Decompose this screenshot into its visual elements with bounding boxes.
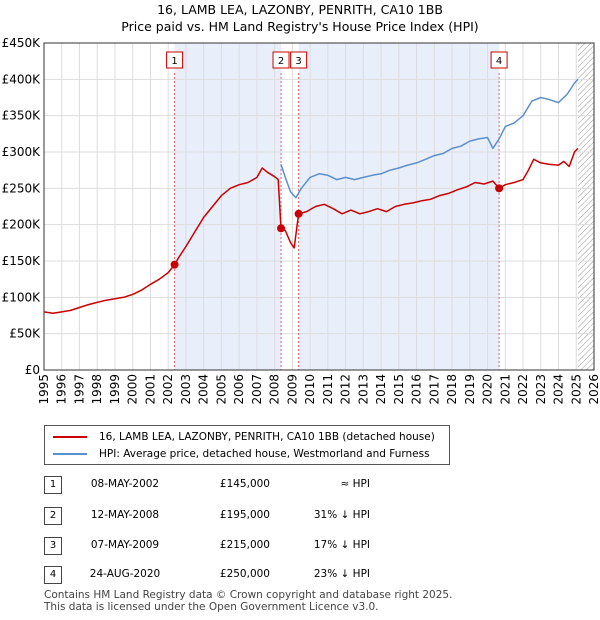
sale-marker-box <box>166 51 184 69</box>
y-tick-label: £150K <box>2 254 42 268</box>
x-tick-label: 1999 <box>108 374 122 405</box>
transaction-price: £215,000 <box>219 539 270 551</box>
legend-item-hpi: HPI: Average price, detached house, West… <box>53 446 430 462</box>
sale-marker-number: 3 <box>295 56 301 67</box>
x-tick-label: 2007 <box>250 374 264 405</box>
sale-marker-number: 1 <box>171 56 177 67</box>
x-tick-label: 2005 <box>214 374 228 405</box>
transaction-number-badge: 3 <box>44 537 62 555</box>
y-tick-label: £400K <box>2 72 42 86</box>
y-tick-label: £0 <box>25 363 40 377</box>
x-tick-label: 2024 <box>552 374 566 405</box>
transaction-hpi-relation: 17% ↓ HPI <box>313 539 370 551</box>
y-tick-label: £250K <box>2 181 42 195</box>
sale-point <box>170 260 179 269</box>
chart-title-address: 16, LAMB LEA, LAZONBY, PENRITH, CA10 1BB <box>157 2 443 17</box>
legend-swatch-red <box>53 436 87 438</box>
chart-title-subtitle: Price paid vs. HM Land Registry's House … <box>121 19 479 34</box>
x-tick-label: 2004 <box>197 374 211 405</box>
x-tick-label: 2025 <box>569 374 583 405</box>
transaction-hpi-relation: 31% ↓ HPI <box>313 509 370 521</box>
chart-legend: 16, LAMB LEA, LAZONBY, PENRITH, CA10 1BB… <box>44 425 450 465</box>
x-tick-label: 1998 <box>90 374 104 405</box>
y-tick-label: £200K <box>2 218 42 232</box>
x-tick-label: 2023 <box>534 374 548 405</box>
x-tick-label: 2013 <box>356 374 370 405</box>
x-tick-label: 1996 <box>55 374 69 405</box>
transaction-row: 4 24-AUG-2020 £250,000 23% ↓ HPI <box>0 566 600 592</box>
transaction-number-badge: 1 <box>44 476 62 494</box>
x-tick-label: 2014 <box>374 374 388 405</box>
sale-point <box>277 224 286 233</box>
sale-point <box>495 184 504 193</box>
transaction-row: 3 07-MAY-2009 £215,000 17% ↓ HPI <box>0 537 600 563</box>
sale-marker-number: 2 <box>278 56 284 67</box>
sale-marker-box <box>272 51 290 69</box>
transaction-date: 24-AUG-2020 <box>89 568 161 580</box>
series-line <box>280 78 579 199</box>
transaction-price: £250,000 <box>219 568 270 580</box>
transaction-hpi-relation: ≈ HPI <box>340 478 370 490</box>
footer-notice: Contains HM Land Registry data © Crown c… <box>44 589 452 613</box>
footer-copyright: Contains HM Land Registry data © Crown c… <box>44 589 453 601</box>
legend-label-hpi: HPI: Average price, detached house, West… <box>99 448 430 460</box>
transaction-date: 08-MAY-2002 <box>90 478 160 490</box>
legend-swatch-blue <box>53 453 87 455</box>
x-tick-label: 2026 <box>587 374 600 405</box>
x-tick-label: 2017 <box>427 374 441 405</box>
y-tick-label: £100K <box>2 290 42 304</box>
y-tick-label: £50K <box>9 327 41 341</box>
x-tick-label: 2009 <box>285 374 299 405</box>
x-tick-label: 2012 <box>339 374 353 405</box>
transaction-price: £195,000 <box>219 509 270 521</box>
y-tick-label: £350K <box>2 109 42 123</box>
forecast-hatch <box>578 43 594 370</box>
x-tick-label: 2021 <box>498 374 512 405</box>
y-tick-label: £300K <box>2 145 42 159</box>
x-tick-label: 2015 <box>392 374 406 405</box>
transaction-number-badge: 4 <box>44 566 62 584</box>
x-tick-label: 2018 <box>445 374 459 405</box>
transaction-date: 07-MAY-2009 <box>90 539 160 551</box>
y-tick-label: £450K <box>2 36 42 50</box>
transaction-price: £145,000 <box>219 478 270 490</box>
x-tick-label: 2022 <box>516 374 530 405</box>
sale-marker-number: 4 <box>496 56 502 67</box>
x-tick-label: 2016 <box>410 374 424 405</box>
x-tick-label: 2002 <box>161 374 175 405</box>
x-tick-label: 2011 <box>321 374 335 405</box>
legend-item-property: 16, LAMB LEA, LAZONBY, PENRITH, CA10 1BB… <box>53 429 435 445</box>
x-tick-label: 2008 <box>268 374 282 405</box>
transaction-number-badge: 2 <box>44 507 62 525</box>
plot-border <box>43 42 595 371</box>
sale-point <box>294 209 303 218</box>
x-tick-label: 2010 <box>303 374 317 405</box>
price-chart: £0 £50K £100K £150K £200K £250K £300K £350K £400… <box>2 36 600 405</box>
legend-label-property: 16, LAMB LEA, LAZONBY, PENRITH, CA10 1BB… <box>99 431 435 443</box>
x-tick-label: 2003 <box>179 374 193 405</box>
x-tick-label: 2001 <box>143 374 157 405</box>
x-tick-label: 1995 <box>37 374 51 405</box>
x-tick-label: 2006 <box>232 374 246 405</box>
x-tick-label: 2019 <box>463 374 477 405</box>
footer-licence: This data is licensed under the Open Gov… <box>44 601 379 613</box>
transaction-hpi-relation: 23% ↓ HPI <box>313 568 370 580</box>
sale-marker-box <box>290 51 308 69</box>
transaction-row: 2 12-MAY-2008 £195,000 31% ↓ HPI <box>0 507 600 533</box>
sale-marker-box <box>490 51 508 69</box>
transaction-date: 12-MAY-2008 <box>90 509 160 521</box>
x-tick-label: 2000 <box>126 374 140 405</box>
x-tick-label: 1997 <box>72 374 86 405</box>
transaction-row: 1 08-MAY-2002 £145,000 ≈ HPI <box>0 476 600 502</box>
x-tick-label: 2020 <box>481 374 495 405</box>
ownership-shade <box>174 43 282 370</box>
